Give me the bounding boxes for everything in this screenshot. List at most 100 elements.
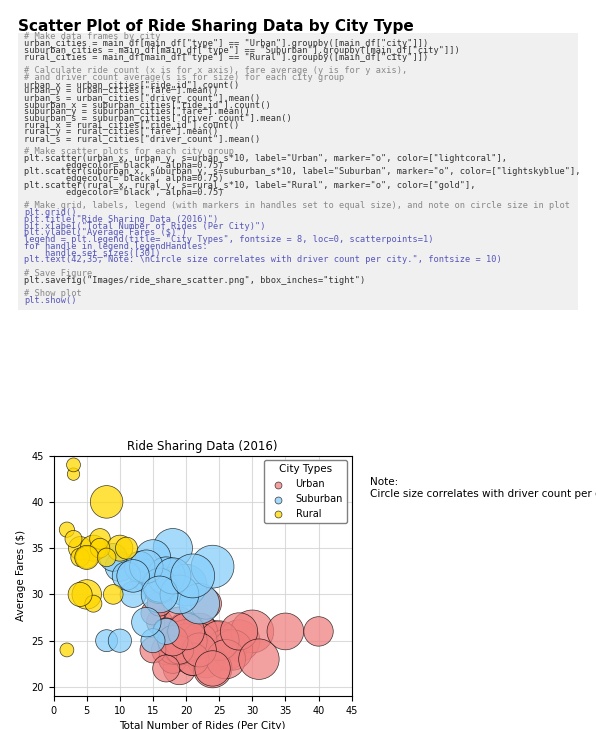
Suburban — [128, 588, 138, 600]
Urban — [201, 653, 211, 665]
Urban — [168, 653, 178, 665]
Text: suburban_s = suburban_cities["driver_count"].mean(): suburban_s = suburban_cities["driver_cou… — [24, 114, 291, 122]
Urban — [313, 625, 323, 637]
Text: plt.ylabel("Average Fares ($)"): plt.ylabel("Average Fares ($)") — [24, 228, 187, 238]
Urban — [188, 653, 197, 665]
Text: edgecolor="black", alpha=0.75): edgecolor="black", alpha=0.75) — [24, 160, 224, 170]
Rural — [102, 552, 111, 564]
Text: plt.scatter(rural_x, rural_y, s=rural_s*10, label="Rural", marker="o", color=["g: plt.scatter(rural_x, rural_y, s=rural_s*… — [24, 181, 476, 190]
Text: plt.grid(): plt.grid() — [24, 208, 76, 217]
Suburban — [128, 570, 138, 582]
Urban — [162, 644, 171, 656]
Suburban — [142, 616, 151, 628]
Text: # Make grid, labels, legend (with markers in handles set to equal size), and not: # Make grid, labels, legend (with marker… — [24, 201, 570, 210]
Rural — [69, 468, 78, 480]
Suburban — [155, 580, 164, 591]
Text: urban_x = urban_cities["ride_id"].count(): urban_x = urban_cities["ride_id"].count(… — [24, 79, 239, 89]
Text: handle.set_sizes([30]): handle.set_sizes([30]) — [24, 249, 160, 257]
Rural — [75, 588, 85, 600]
Text: # Make data frames by city: # Make data frames by city — [24, 32, 160, 42]
Urban — [194, 625, 204, 637]
Rural — [102, 496, 111, 507]
Text: urban_s = urban_cities["driver_count"].mean(): urban_s = urban_cities["driver_count"].m… — [24, 93, 260, 102]
Urban — [201, 635, 211, 647]
Suburban — [108, 552, 118, 564]
Suburban — [148, 552, 158, 564]
Urban — [228, 644, 237, 656]
Text: rural_s = rural_cities["driver_count"].mean(): rural_s = rural_cities["driver_count"].m… — [24, 133, 260, 143]
Urban — [201, 598, 211, 609]
Suburban — [142, 561, 151, 572]
Text: # Show plot: # Show plot — [24, 289, 82, 298]
Text: plt.scatter(urban_x, urban_y, s=urban_s*10, label="Urban", marker="o", color=["l: plt.scatter(urban_x, urban_y, s=urban_s*… — [24, 154, 507, 163]
Rural — [62, 644, 72, 656]
Rural — [75, 542, 85, 554]
X-axis label: Total Number of Rides (Per City): Total Number of Rides (Per City) — [119, 722, 286, 729]
Text: # Save Figure: # Save Figure — [24, 269, 92, 278]
Urban — [181, 635, 191, 647]
Rural — [75, 552, 85, 564]
Urban — [181, 644, 191, 656]
Urban — [175, 663, 184, 674]
Text: # and driver count average(s is for size) for each city group: # and driver count average(s is for size… — [24, 73, 344, 82]
Urban — [188, 635, 197, 647]
Text: plt.savefig("Images/ride_share_scatter.png", bbox_inches="tight"): plt.savefig("Images/ride_share_scatter.p… — [24, 276, 365, 284]
Urban — [208, 663, 218, 674]
Text: for handle in legend.legendHandles:: for handle in legend.legendHandles: — [24, 242, 207, 251]
Rural — [122, 542, 131, 554]
Suburban — [188, 570, 197, 582]
Urban — [208, 635, 218, 647]
Suburban — [155, 580, 164, 591]
Text: urban_y = urban_cities["fare"].mean(): urban_y = urban_cities["fare"].mean() — [24, 87, 218, 95]
Text: plt.text(42,35,"Note: \nCircle size correlates with driver count per city.", fon: plt.text(42,35,"Note: \nCircle size corr… — [24, 255, 502, 265]
Urban — [208, 663, 218, 674]
Rural — [108, 588, 118, 600]
Rural — [115, 542, 125, 554]
Rural — [62, 524, 72, 536]
Suburban — [194, 598, 204, 609]
Suburban — [168, 542, 178, 554]
Text: rural_y = rural_cities["fare"].mean(): rural_y = rural_cities["fare"].mean() — [24, 127, 218, 136]
Rural — [82, 552, 92, 564]
Text: suburban_y = suburban_cities["fare"].mean(): suburban_y = suburban_cities["fare"].mea… — [24, 106, 250, 116]
Urban — [181, 625, 191, 637]
Urban — [175, 644, 184, 656]
Urban — [168, 635, 178, 647]
Urban — [254, 653, 263, 665]
Text: plt.scatter(suburban_x, suburban_y, s=suburban_s*10, label="Suburban", marker="o: plt.scatter(suburban_x, suburban_y, s=su… — [24, 168, 581, 176]
Suburban — [155, 588, 164, 600]
Y-axis label: Average Fares ($): Average Fares ($) — [16, 531, 26, 621]
Title: Ride Sharing Data (2016): Ride Sharing Data (2016) — [128, 440, 278, 453]
Urban — [155, 616, 164, 628]
Suburban — [208, 561, 218, 572]
Rural — [69, 459, 78, 471]
Urban — [162, 663, 171, 674]
Suburban — [162, 570, 171, 582]
Text: plt.xlabel("Total Number of Rides (Per City)"): plt.xlabel("Total Number of Rides (Per C… — [24, 222, 265, 230]
Urban — [215, 635, 224, 647]
Text: urban_cities = main_df[main_df["type"] == "Urban"].groupby([main_df["city"]]): urban_cities = main_df[main_df["type"] =… — [24, 39, 428, 48]
Urban — [148, 644, 158, 656]
Text: plt.title("Ride Sharing Data (2016)"): plt.title("Ride Sharing Data (2016)") — [24, 215, 218, 224]
Suburban — [102, 635, 111, 647]
Rural — [95, 533, 105, 545]
Suburban — [115, 635, 125, 647]
Urban — [194, 635, 204, 647]
Urban — [221, 653, 231, 665]
Urban — [148, 607, 158, 619]
Suburban — [168, 570, 178, 582]
Urban — [281, 625, 290, 637]
Text: # Calculate ride count (x is for x axis), fare average (y is for y axis),: # Calculate ride count (x is for x axis)… — [24, 66, 407, 75]
Suburban — [175, 588, 184, 600]
Suburban — [181, 580, 191, 591]
Rural — [89, 598, 98, 609]
Rural — [89, 542, 98, 554]
Suburban — [148, 635, 158, 647]
Urban — [215, 635, 224, 647]
Urban — [168, 653, 178, 665]
Urban — [168, 644, 178, 656]
Urban — [194, 644, 204, 656]
Rural — [69, 533, 78, 545]
Suburban — [162, 625, 171, 637]
Text: rural_cities = main_df[main_df["type"] == "Rural"].groupby([main_df["city"]]): rural_cities = main_df[main_df["type"] =… — [24, 52, 428, 62]
